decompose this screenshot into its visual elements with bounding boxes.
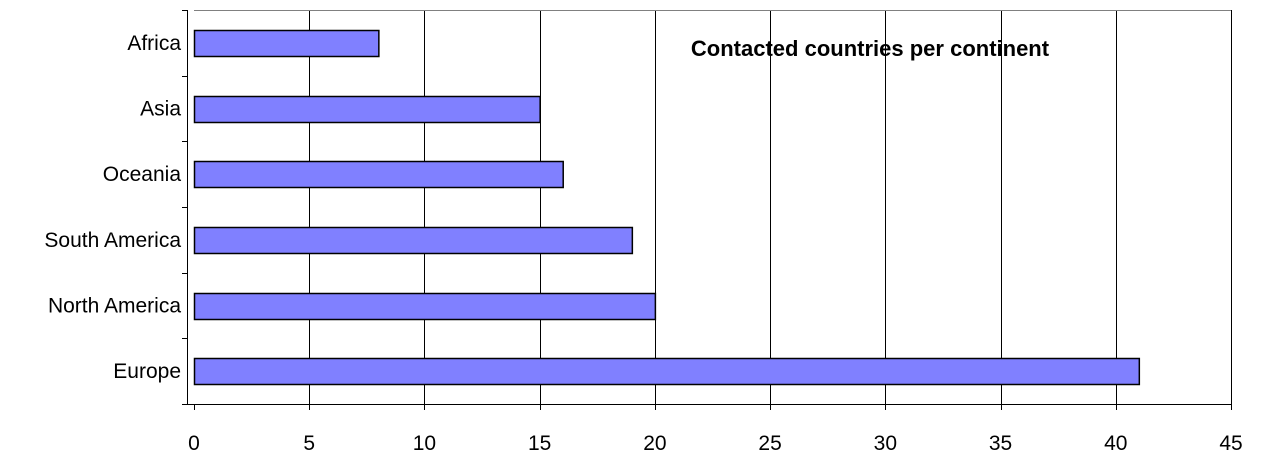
x-tick-label: 25: [758, 432, 781, 455]
gridlines: [194, 10, 1232, 404]
x-tick-label: 5: [303, 432, 315, 455]
x-tick-label: 0: [188, 432, 200, 455]
bar-oceania: [193, 160, 564, 189]
y-tick-label: South America: [44, 229, 181, 252]
chart-title: Contacted countries per continent: [691, 36, 1050, 61]
labels: 0 5 10 15 20 25 30 35 40 45 Europe North America Sou…: [44, 32, 1242, 455]
x-tick-label: 20: [643, 432, 666, 455]
axes: [182, 10, 1232, 410]
bars: [193, 29, 1141, 386]
x-tick-label: 30: [874, 432, 897, 455]
x-tick-label: 10: [413, 432, 436, 455]
bar-asia: [193, 95, 541, 124]
y-tick-label: Europe: [113, 360, 181, 383]
y-tick-label: North America: [48, 295, 181, 318]
bar-north-america: [193, 292, 657, 321]
y-tick-label: Oceania: [103, 163, 182, 186]
y-tick-label: Africa: [127, 32, 181, 55]
x-tick-label: 40: [1104, 432, 1127, 455]
x-tick-label: 45: [1219, 432, 1242, 455]
x-tick-label: 35: [989, 432, 1012, 455]
bar-europe: [193, 357, 1141, 386]
y-tick-label: Asia: [140, 98, 181, 121]
x-tick-label: 15: [528, 432, 551, 455]
bar-africa: [193, 29, 380, 58]
bar-south-america: [193, 226, 634, 255]
